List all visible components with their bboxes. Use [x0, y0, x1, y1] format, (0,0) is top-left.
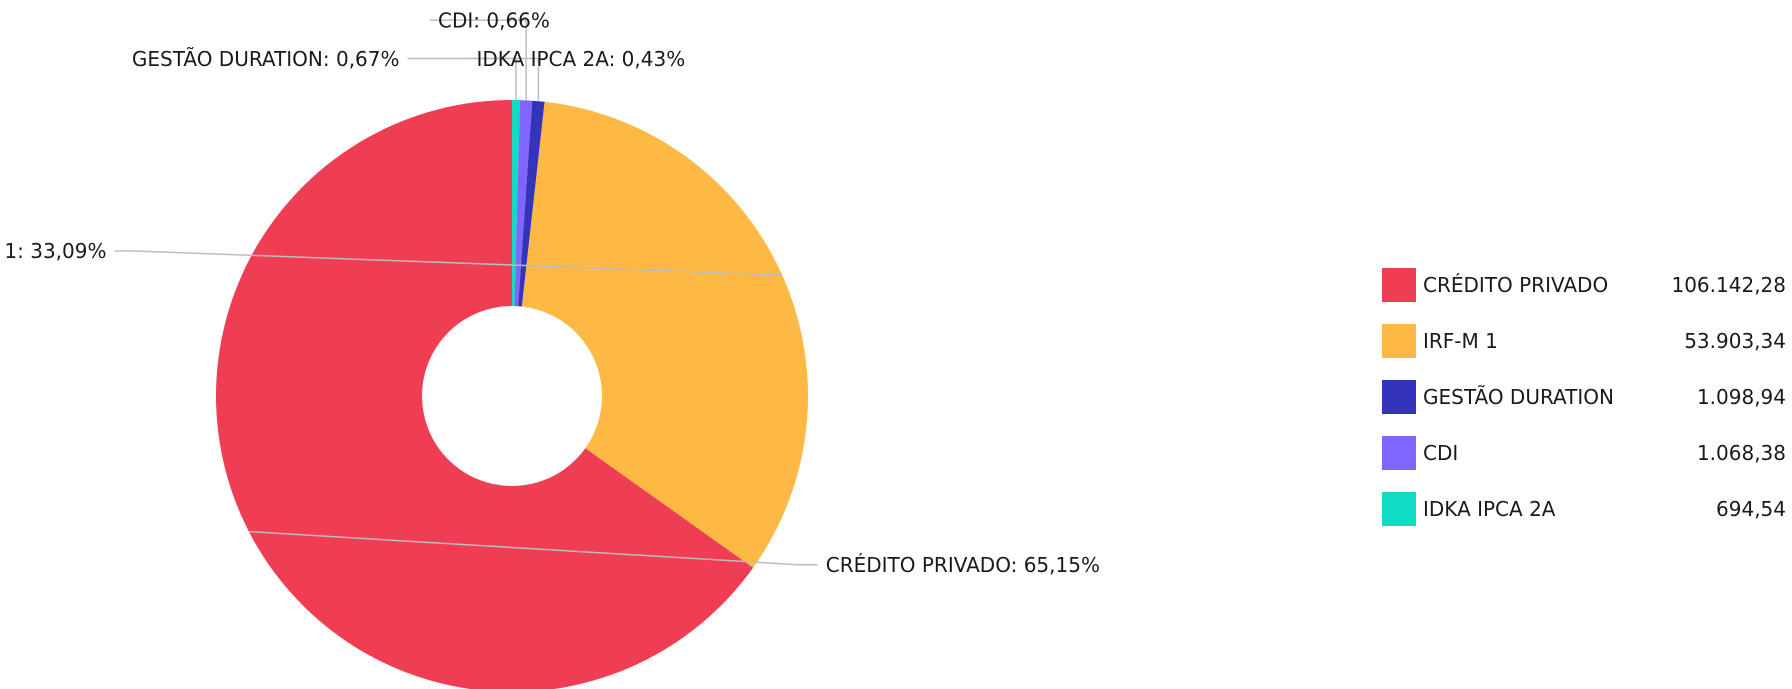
legend-label-credito-privado: CRÉDITO PRIVADO: [1423, 273, 1609, 297]
legend-label-idka-ipca-2a: IDKA IPCA 2A: [1423, 497, 1556, 521]
slice-label: CRÉDITO PRIVADO: 65,15%: [826, 553, 1100, 577]
legend-value-irf-m-1: 53.903,34: [1684, 329, 1786, 353]
legend-swatch-gestao-duration: [1382, 380, 1416, 414]
slice-labels: CRÉDITO PRIVADO: 65,15% IRF-M 1: 33,09% GE…: [0, 8, 1100, 577]
legend-value-idka-ipca-2a: 694,54: [1716, 497, 1786, 521]
legend-item-irf-m-1[interactable]: IRF-M 1 53.903,34: [1382, 323, 1786, 359]
leader-line: [407, 57, 540, 102]
legend-item-cdi[interactable]: CDI 1.068,38: [1382, 435, 1786, 471]
slice-label: GESTÃO DURATION: 0,67%: [132, 47, 400, 71]
slice-label: CDI: 0,66%: [438, 8, 550, 32]
label-leader-lines: [114, 19, 818, 566]
legend-value-gestao-duration: 1.098,94: [1696, 385, 1786, 409]
legend-item-gestao-duration[interactable]: GESTÃO DURATION 1.098,94: [1382, 379, 1786, 415]
legend-swatch-credito-privado: [1382, 268, 1416, 302]
legend-swatch-cdi: [1382, 436, 1416, 470]
legend: CRÉDITO PRIVADO 106.142,28 IRF-M 1 53.90…: [1382, 267, 1786, 547]
leader-line: [468, 57, 517, 101]
legend-swatch-irf-m-1: [1382, 324, 1416, 358]
legend-item-idka-ipca-2a[interactable]: IDKA IPCA 2A 694,54: [1382, 491, 1786, 527]
legend-item-credito-privado[interactable]: CRÉDITO PRIVADO 106.142,28: [1382, 267, 1786, 303]
slice-label: IRF-M 1: 33,09%: [0, 239, 106, 263]
pie-slice-irf-m-1[interactable]: [512, 101, 809, 568]
legend-label-gestao-duration: GESTÃO DURATION: [1423, 385, 1614, 409]
slice-label: IDKA IPCA 2A: 0,43%: [476, 47, 685, 71]
legend-swatch-idka-ipca-2a: [1382, 492, 1416, 526]
leader-line: [114, 250, 783, 276]
legend-value-credito-privado: 106.142,28: [1671, 273, 1786, 297]
leader-line: [248, 530, 818, 566]
legend-label-irf-m-1: IRF-M 1: [1423, 329, 1498, 353]
donut-hole: [422, 306, 602, 486]
leader-line: [430, 19, 527, 101]
legend-label-cdi: CDI: [1423, 441, 1459, 465]
legend-value-cdi: 1.068,38: [1696, 441, 1786, 465]
